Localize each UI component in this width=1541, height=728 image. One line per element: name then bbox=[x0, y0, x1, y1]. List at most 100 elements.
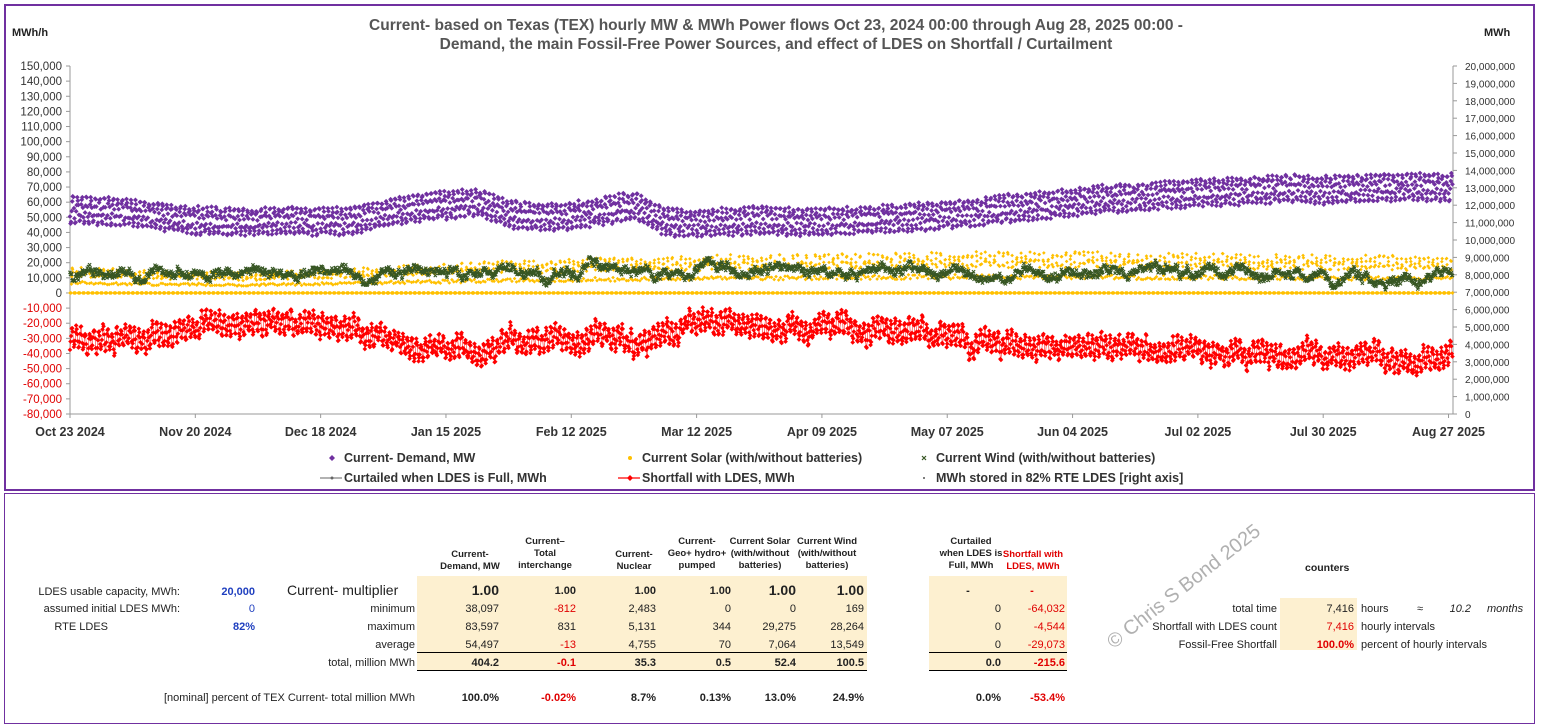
y-tick-left: -70,000 bbox=[23, 394, 62, 406]
col-header-demand: Current- Demand, MW bbox=[440, 549, 500, 572]
row-label-maximum: maximum bbox=[367, 621, 415, 633]
percent-cell: 0.0% bbox=[975, 692, 1001, 704]
y-tick-right: 15,000,000 bbox=[1465, 149, 1515, 160]
x-tick-label: Dec 18 2024 bbox=[285, 425, 357, 439]
y-tick-right: 18,000,000 bbox=[1465, 97, 1515, 108]
param-ldes-capacity-value: 20,000 bbox=[221, 586, 255, 598]
param-initial-ldes-label: assumed initial LDES MWh: bbox=[43, 603, 180, 615]
param-initial-ldes-value: 0 bbox=[248, 603, 255, 615]
row-label-average: average bbox=[375, 639, 415, 651]
counters-shade bbox=[1280, 598, 1357, 650]
x-tick-label: Oct 23 2024 bbox=[35, 425, 105, 439]
table-cell: -4,544 bbox=[1033, 621, 1065, 633]
table-cell: 54,497 bbox=[465, 639, 499, 651]
table-cell: 169 bbox=[845, 603, 864, 615]
y-tick-left: -30,000 bbox=[23, 333, 62, 345]
legend-item: Shortfall with LDES, MWh bbox=[618, 471, 795, 485]
table-cell: -215.6 bbox=[1033, 657, 1065, 669]
param-rte-value: 82% bbox=[232, 621, 255, 633]
legend-item: Current- Demand, MW bbox=[329, 451, 475, 465]
y-tick-right: 20,000,000 bbox=[1465, 62, 1515, 73]
y-tick-left: 90,000 bbox=[27, 152, 62, 164]
table-cell: 344 bbox=[712, 621, 731, 633]
y-tick-right: 10,000,000 bbox=[1465, 236, 1515, 247]
table-cell: -29,073 bbox=[1027, 639, 1065, 651]
row-label-multiplier: Current- multiplier bbox=[287, 582, 399, 598]
percent-cell: 0.13% bbox=[699, 692, 731, 704]
table-cell: -812 bbox=[553, 603, 576, 615]
table-cell: 831 bbox=[557, 621, 576, 633]
table-cell: 100.5 bbox=[836, 657, 864, 669]
x-tick-label: Jul 30 2025 bbox=[1290, 425, 1357, 439]
legend-item: Current Wind (with/without batteries) bbox=[921, 451, 1155, 465]
chart: Current- based on Texas (TEX) hourly MW … bbox=[12, 17, 1515, 485]
y-tick-right: 1,000,000 bbox=[1465, 393, 1510, 404]
table-cell: 29,275 bbox=[762, 621, 796, 633]
col-header-curtailed: Curtailed when LDES is Full, MWh bbox=[939, 536, 1003, 571]
y-tick-left: 100,000 bbox=[20, 137, 62, 149]
legend-item: Curtailed when LDES is Full, MWh bbox=[320, 471, 547, 485]
percent-cell: 13.0% bbox=[764, 692, 796, 704]
counter-ff-label: Fossil-Free Shortfall bbox=[1178, 639, 1277, 651]
x-tick-label: Apr 09 2025 bbox=[787, 425, 857, 439]
y-tick-right: 17,000,000 bbox=[1465, 114, 1515, 125]
table-cell: -64,032 bbox=[1027, 603, 1065, 615]
legend-label: Current Wind (with/without batteries) bbox=[936, 451, 1155, 465]
param-rte-label: RTE LDES bbox=[54, 621, 108, 633]
y-tick-right: 6,000,000 bbox=[1465, 306, 1510, 317]
table-cell: 0 bbox=[994, 603, 1001, 615]
table-cell: - bbox=[1030, 585, 1034, 597]
row-label-total: total, million MWh bbox=[328, 657, 415, 669]
table-cell: 1.00 bbox=[768, 582, 796, 598]
table-cell: 1.00 bbox=[471, 582, 499, 598]
y-tick-left: 150,000 bbox=[20, 61, 62, 73]
counter-total-time-value: 7,416 bbox=[1326, 603, 1354, 615]
total-line-main bbox=[417, 652, 867, 653]
y-tick-left: -10,000 bbox=[23, 303, 62, 315]
y-tick-right: 19,000,000 bbox=[1465, 79, 1515, 90]
legend-label: Shortfall with LDES, MWh bbox=[642, 471, 795, 485]
counter-months-unit: months bbox=[1487, 603, 1524, 615]
x-tick-label: Mar 12 2025 bbox=[661, 425, 732, 439]
table-cell: 83,597 bbox=[465, 621, 499, 633]
table-cell: 4,755 bbox=[628, 639, 656, 651]
legend-marker bbox=[329, 455, 335, 461]
table-cell: -13 bbox=[560, 639, 576, 651]
y-tick-right: 2,000,000 bbox=[1465, 375, 1510, 386]
table-cell: -0.1 bbox=[557, 657, 576, 669]
legend-marker bbox=[923, 477, 925, 479]
legend-marker bbox=[627, 475, 633, 481]
y-tick-left: 30,000 bbox=[27, 243, 62, 255]
table-cell: 5,131 bbox=[628, 621, 656, 633]
table-cell: 1.00 bbox=[634, 585, 656, 597]
table-cell: 0.0 bbox=[985, 657, 1001, 669]
table-shade-ldes bbox=[929, 576, 1067, 670]
shortfall-point bbox=[67, 305, 1455, 378]
table-cell: - bbox=[966, 585, 970, 597]
y-tick-left: 70,000 bbox=[27, 182, 62, 194]
y-tick-left: -40,000 bbox=[23, 348, 62, 360]
table-cell: 52.4 bbox=[774, 657, 796, 669]
table-cell: 0 bbox=[724, 603, 731, 615]
col-header-solar: Current Solar (with/without batteries) bbox=[729, 536, 791, 571]
chart-title-line2: Demand, the main Fossil-Free Power Sourc… bbox=[440, 36, 1113, 53]
y-tick-left: 80,000 bbox=[27, 167, 62, 179]
col-header-nuclear: Current- Nuclear bbox=[615, 549, 653, 572]
y-tick-right: 16,000,000 bbox=[1465, 132, 1515, 143]
series-demand bbox=[67, 170, 1455, 240]
y-tick-right: 13,000,000 bbox=[1465, 184, 1515, 195]
counter-ff-value: 100.0% bbox=[1316, 639, 1354, 651]
col-header-wind: Current Wind (with/without batteries) bbox=[796, 536, 858, 571]
legend-label: MWh stored in 82% RTE LDES [right axis] bbox=[936, 471, 1183, 485]
y-tick-left: 60,000 bbox=[27, 197, 62, 209]
legend-label: Current Solar (with/without batteries) bbox=[642, 451, 862, 465]
y-tick-left: 130,000 bbox=[20, 91, 62, 103]
table-cell: 0 bbox=[994, 639, 1001, 651]
x-tick-label: May 07 2025 bbox=[911, 425, 984, 439]
y-tick-left: -60,000 bbox=[23, 379, 62, 391]
x-tick-label: Jan 15 2025 bbox=[411, 425, 481, 439]
param-ldes-capacity-label: LDES usable capacity, MWh: bbox=[38, 586, 180, 598]
legend-marker bbox=[330, 476, 334, 480]
y-tick-left: 40,000 bbox=[27, 227, 62, 239]
percent-cell: 8.7% bbox=[630, 692, 656, 704]
